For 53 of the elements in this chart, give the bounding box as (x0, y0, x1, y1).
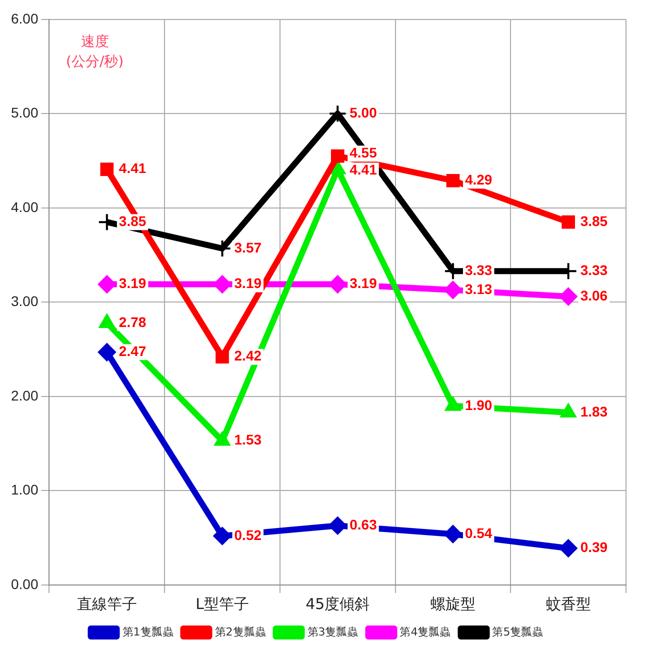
y-tick-label: 2.00 (11, 387, 38, 404)
x-tick-label: 蚊香型 (546, 594, 591, 613)
data-label: 0.52 (234, 526, 262, 543)
data-label: 4.29 (464, 171, 492, 188)
legend-label: 第1隻瓢蟲 (122, 625, 174, 638)
legend-label: 第2隻瓢蟲 (214, 625, 266, 638)
data-label: 3.85 (580, 212, 608, 229)
data-label: 0.63 (350, 516, 378, 532)
data-label: 3.57 (234, 239, 262, 256)
data-label: 1.83 (580, 403, 608, 420)
data-label: 3.13 (464, 280, 492, 297)
data-label: 3.19 (350, 275, 378, 292)
data-label: 0.39 (580, 539, 608, 556)
legend-label: 第3隻瓢蟲 (307, 625, 358, 638)
data-label: 2.42 (234, 348, 262, 364)
data-label: 3.33 (580, 262, 608, 278)
data-label: 3.19 (118, 275, 146, 292)
data-label: 4.41 (118, 160, 146, 176)
y-tick-label: 3.00 (11, 293, 38, 310)
y-tick-label: 0.00 (11, 576, 38, 592)
data-label: 3.33 (464, 262, 492, 278)
data-label: 2.78 (118, 314, 146, 330)
y-axis-title: 速度 (公分/秒) (66, 33, 124, 72)
point (328, 104, 347, 123)
point (328, 516, 347, 535)
point (213, 526, 232, 545)
y-tick-label: 6.00 (11, 10, 38, 26)
y-tick-label: 1.00 (11, 482, 38, 498)
point (98, 343, 116, 362)
x-tick-label: 45度傾斜 (306, 594, 370, 613)
point (100, 162, 114, 176)
data-label: 0.54 (464, 524, 492, 541)
y-tick-label: 5.00 (11, 104, 38, 121)
x-tick-label: 直線竿子 (76, 594, 137, 613)
y-tick-label: 4.00 (11, 198, 38, 215)
data-label: 3.06 (580, 287, 608, 304)
legend-label: 第4隻瓢蟲 (400, 625, 451, 638)
point (559, 539, 578, 558)
data-label: 3.85 (118, 212, 146, 229)
point (216, 350, 229, 364)
data-label: 1.90 (464, 396, 492, 413)
x-tick-label: 螺旋型 (430, 594, 476, 613)
point (330, 149, 344, 163)
data-label: 3.19 (234, 275, 262, 292)
data-label: 4.55 (350, 144, 378, 161)
legend-label: 第5隻瓢蟲 (492, 625, 544, 638)
point (562, 215, 575, 229)
data-label: 2.47 (118, 343, 146, 360)
data-label: 1.53 (234, 432, 262, 448)
data-label: 4.41 (350, 162, 378, 178)
data-label: 5.00 (350, 104, 378, 121)
point (446, 174, 460, 188)
x-tick-label: L型竿子 (196, 594, 249, 613)
